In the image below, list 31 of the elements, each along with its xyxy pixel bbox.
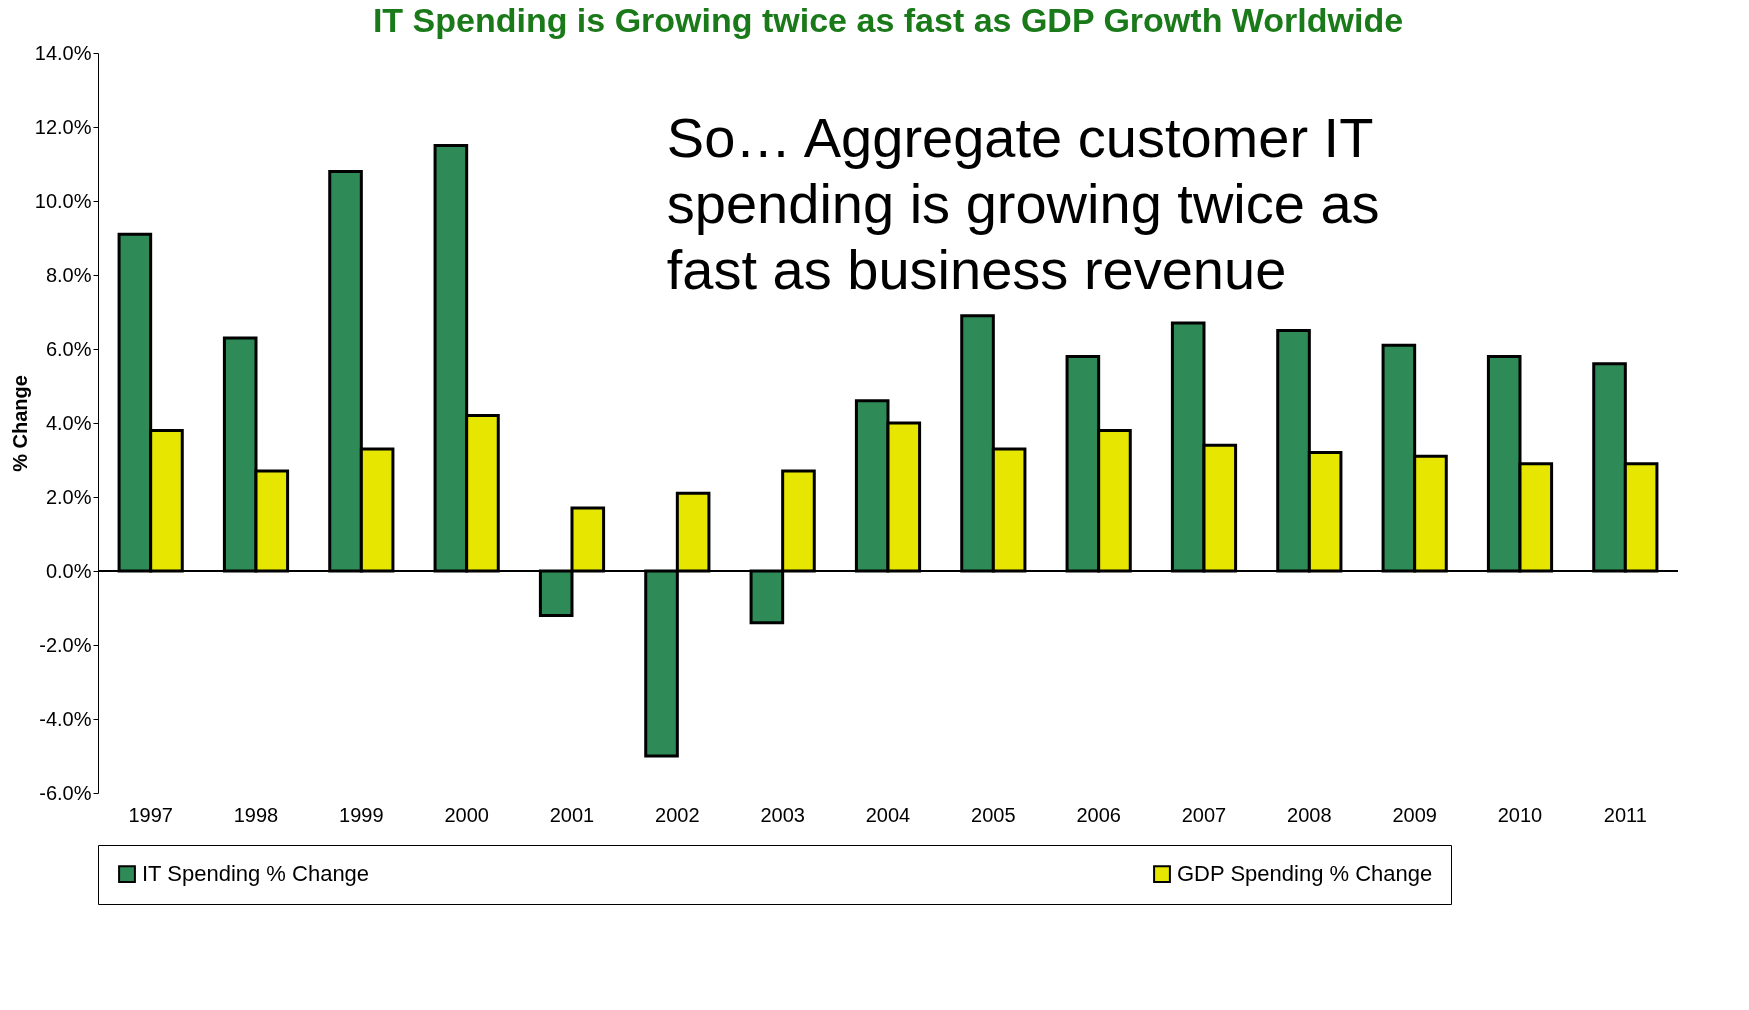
x-tick-label: 2007: [1181, 803, 1227, 826]
y-tick-label: 10.0%: [34, 189, 92, 212]
x-tick-label: 2010: [1497, 803, 1543, 826]
chart-title: IT Spending is Growing twice as fast as GDP Growth Worldwide: [372, 1, 1404, 39]
x-tick-label: 2011: [1603, 803, 1647, 826]
y-tick-label: -2.0%: [39, 633, 92, 656]
y-axis-title: % Change: [8, 375, 31, 472]
y-tick-label: -4.0%: [39, 707, 92, 730]
x-tick-label: 1999: [339, 803, 384, 826]
y-tick-label: 12.0%: [34, 115, 92, 138]
annotation: So… Aggregate customer IT spending is growing twice as fast as business revenue: [666, 106, 1380, 301]
y-tick-label: 0.0%: [45, 559, 92, 582]
x-tick-label: 2009: [1392, 803, 1437, 826]
x-tick-label: 2004: [865, 803, 911, 826]
x-tick-label: 2002: [655, 803, 700, 826]
x-tick-label: 2003: [760, 803, 805, 826]
x-tick-label: 2000: [444, 803, 489, 826]
y-tick-label: -6.0%: [39, 781, 92, 804]
x-tick-label: 1997: [128, 803, 173, 826]
x-tick-label: 2006: [1076, 803, 1121, 826]
x-tick-label: 2005: [971, 803, 1016, 826]
x-tick-label: 2001: [549, 803, 595, 826]
y-tick-label: 4.0%: [45, 411, 92, 434]
x-tick-label: 1998: [233, 803, 279, 826]
x-tick-label: 2008: [1287, 803, 1332, 826]
y-tick-label: 2.0%: [45, 485, 92, 508]
y-tick-label: 8.0%: [45, 263, 92, 286]
legend-label: GDP Spending % Change: [1177, 861, 1433, 887]
y-tick-label: 14.0%: [34, 41, 92, 64]
y-tick-label: 6.0%: [45, 337, 92, 360]
legend-label: IT Spending % Change: [142, 861, 370, 887]
